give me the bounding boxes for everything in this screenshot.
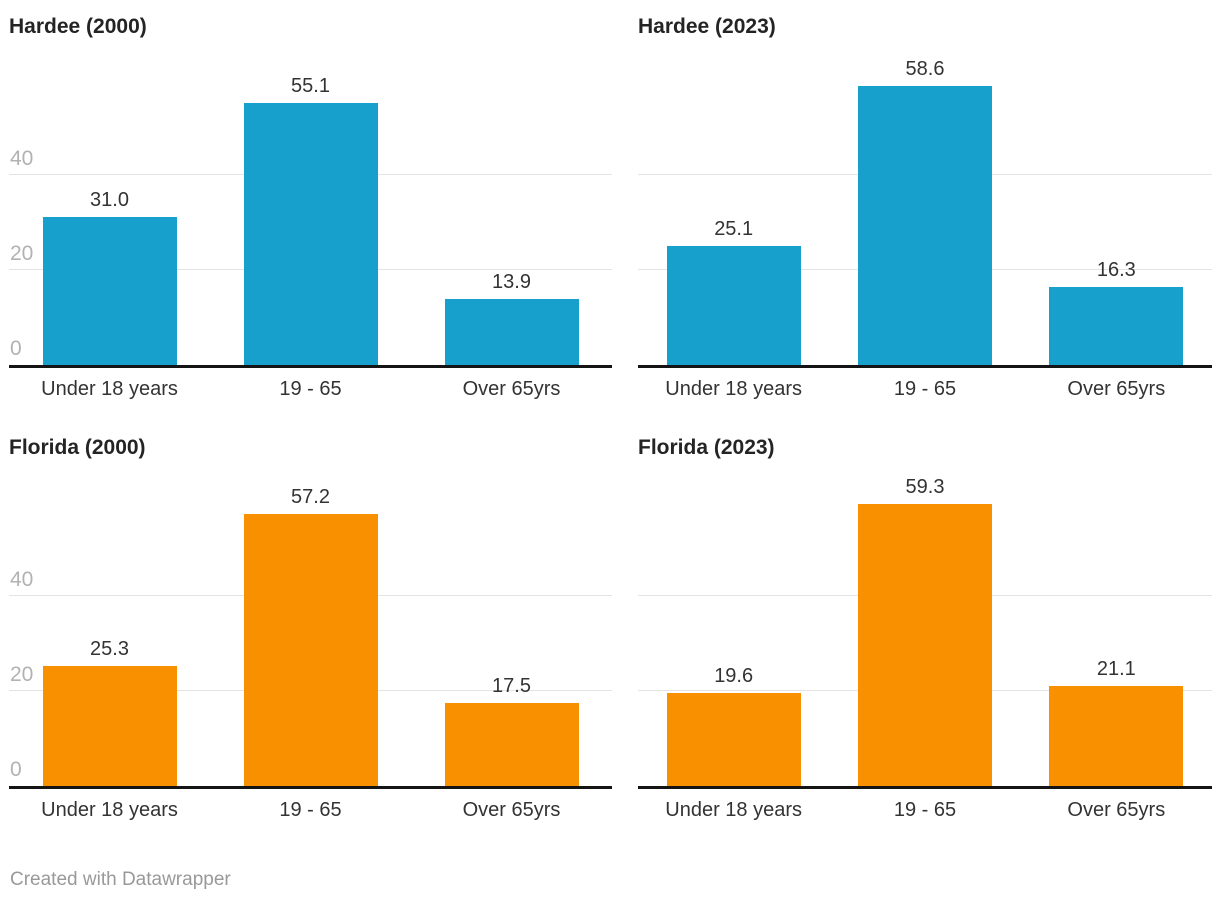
y-tick-label: 20 [10,242,34,265]
bar [444,703,579,786]
bar-slot: 19.6 [638,491,829,786]
chart-florida-2000: Florida (2000) 0 20 40 25.3 57.2 17.5 Under 1… [9,435,612,822]
chart-title: Hardee (2000) [9,15,147,38]
plot-area: 19.6 59.3 21.1 [638,476,1212,789]
chart-hardee-2023: Hardee (2023) 25.1 58.6 16.3 Under 18 year… [638,14,1212,401]
category-label: Under 18 years [665,378,803,400]
value-label: 57.2 [291,486,330,508]
chart-title: Florida (2000) [9,436,146,459]
category-label: Over 65yrs [1067,799,1166,821]
bar [243,103,378,365]
bar-slot: 31.0 [9,70,210,365]
value-label: 59.3 [905,476,945,498]
category-label: Over 65yrs [462,799,561,821]
category-label: 19 - 65 [279,378,342,400]
bar-slot: 57.2 [210,486,411,786]
chart-hardee-2000: Hardee (2000) 0 20 40 31.0 55.1 13.9 Under 18… [9,14,612,401]
y-tick-label: 0 [10,758,22,781]
bar-slot: 59.3 [829,476,1020,786]
bar-slot: 25.3 [9,491,210,786]
x-axis-labels: Under 18 years 19 - 65 Over 65yrs [638,377,1212,401]
value-label: 31.0 [90,189,129,211]
value-label: 25.3 [90,638,129,660]
bars-group: 25.3 57.2 17.5 [9,486,612,786]
bars-group: 19.6 59.3 21.1 [638,476,1212,786]
value-label: 17.5 [492,675,531,697]
category-label: Under 18 years [41,378,178,400]
chart-title: Hardee (2023) [638,15,776,38]
y-tick-label: 20 [10,663,34,686]
bar [1049,686,1184,786]
value-label: 21.1 [1096,658,1136,680]
category-label: Over 65yrs [462,378,561,400]
bar-slot: 13.9 [411,70,612,365]
plot-area: 25.1 58.6 16.3 [638,58,1212,368]
category-label: Under 18 years [41,799,178,821]
x-axis-labels: Under 18 years 19 - 65 Over 65yrs [9,798,612,822]
value-label: 25.1 [714,218,754,240]
chart-title: Florida (2023) [638,436,775,459]
bar [444,299,579,365]
attribution-link[interactable]: Created with Datawrapper [10,869,231,890]
bar-slot: 21.1 [1021,491,1212,786]
y-tick-label: 0 [10,337,22,360]
value-label: 16.3 [1096,259,1136,281]
bar [857,504,992,786]
attribution: Created with Datawrapper [9,868,1212,892]
bar-slot: 17.5 [411,491,612,786]
value-label: 55.1 [291,75,330,97]
bar-slot: 55.1 [210,70,411,365]
x-axis-labels: Under 18 years 19 - 65 Over 65yrs [9,377,612,401]
category-label: Over 65yrs [1067,378,1166,400]
plot-area: 0 20 40 31.0 55.1 13.9 [9,70,612,368]
chart-florida-2023: Florida (2023) 19.6 59.3 21.1 Under 18 yea… [638,435,1212,822]
y-tick-label: 40 [10,568,34,591]
value-label: 13.9 [492,271,531,293]
bars-group: 25.1 58.6 16.3 [638,58,1212,365]
bar [42,217,177,365]
bars-group: 31.0 55.1 13.9 [9,70,612,365]
x-axis-labels: Under 18 years 19 - 65 Over 65yrs [638,798,1212,822]
bar [666,246,801,365]
plot-area: 0 20 40 25.3 57.2 17.5 [9,486,612,789]
bar-slot: 16.3 [1021,70,1212,365]
value-label: 19.6 [714,665,754,687]
bar [666,693,801,786]
bar-slot: 58.6 [829,58,1020,365]
bar [857,86,992,365]
category-label: Under 18 years [665,799,803,821]
y-tick-label: 40 [10,147,34,170]
category-label: 19 - 65 [893,799,957,821]
bar-slot: 25.1 [638,70,829,365]
bar [42,666,177,786]
chart-grid: Hardee (2000) 0 20 40 31.0 55.1 13.9 Under 18… [9,14,1212,822]
value-label: 58.6 [905,58,945,80]
category-label: 19 - 65 [893,378,957,400]
bar [243,514,378,786]
category-label: 19 - 65 [279,799,342,821]
bar [1049,287,1184,365]
